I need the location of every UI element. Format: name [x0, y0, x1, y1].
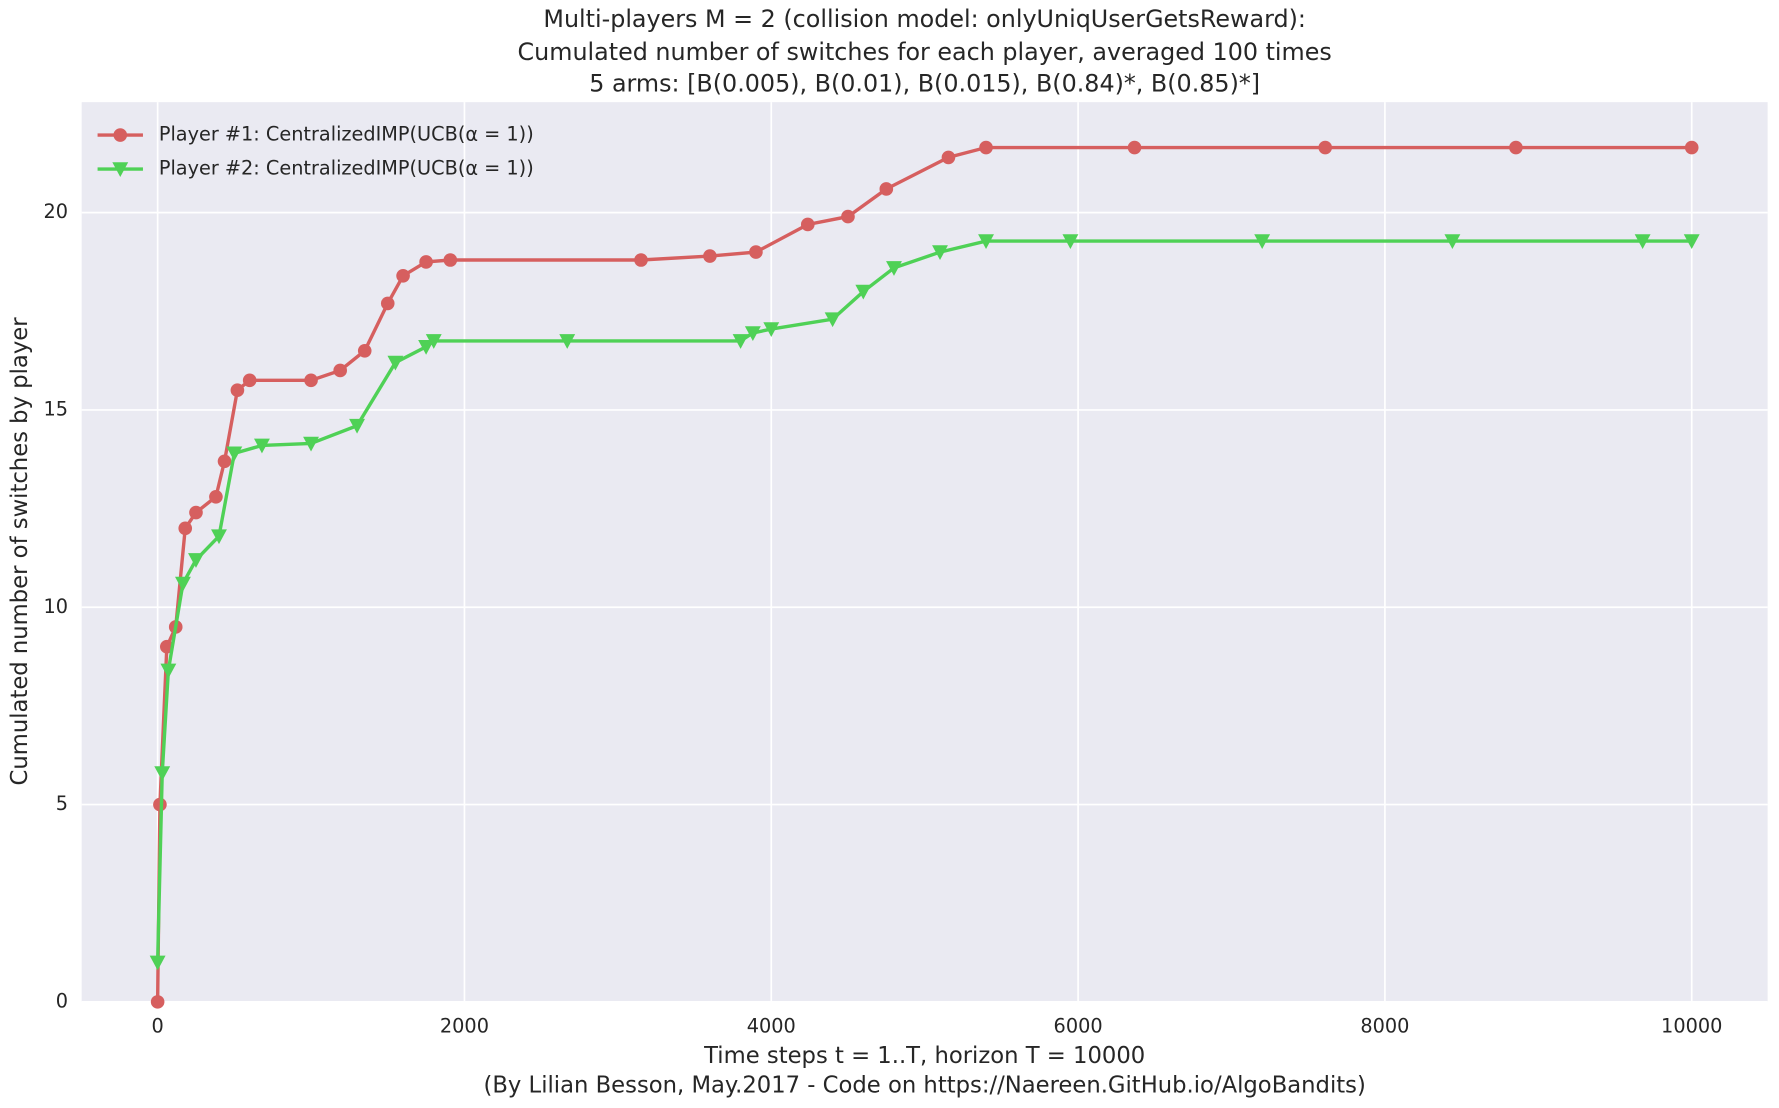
marker — [211, 529, 227, 545]
marker — [1127, 140, 1142, 155]
marker — [886, 261, 902, 276]
marker — [112, 162, 129, 178]
marker — [349, 418, 365, 434]
marker — [443, 253, 458, 267]
title-line: 5 arms: [B(0.005), B(0.01), B(0.015), B(… — [589, 70, 1260, 98]
marker — [979, 140, 993, 155]
marker — [1683, 234, 1700, 250]
marker — [1062, 234, 1079, 250]
x-tick-label: 4000 — [747, 1014, 796, 1037]
marker — [418, 340, 435, 355]
marker — [932, 245, 948, 261]
marker — [1684, 140, 1699, 155]
y-tick-label: 20 — [44, 200, 69, 223]
x-axis-label: Time steps t = 1..T, horizon T = 10000 — [703, 1043, 1145, 1069]
y-tick-label: 5 — [56, 792, 68, 815]
marker — [559, 334, 576, 349]
marker — [149, 955, 166, 971]
title-line: Cumulated number of switches for each pl… — [518, 38, 1332, 66]
legend-label: Player #1: CentralizedIMP(UCB(α = 1)) — [159, 123, 534, 146]
x-tick-label: 6000 — [1054, 1014, 1103, 1037]
title-line: Multi-players M = 2 (collision model: on… — [543, 5, 1306, 33]
marker — [178, 521, 193, 536]
plot-area — [81, 102, 1768, 1002]
y-tick-label: 0 — [56, 989, 68, 1012]
marker — [1318, 140, 1333, 155]
marker — [941, 150, 956, 165]
marker — [150, 995, 165, 1009]
y-axis-label: Cumulated number of switches by player — [7, 317, 33, 786]
marker — [824, 312, 841, 328]
marker — [242, 373, 257, 388]
marker — [217, 454, 232, 469]
marker — [634, 253, 648, 267]
marker — [387, 355, 404, 371]
marker — [230, 383, 245, 398]
marker — [333, 363, 347, 378]
marker — [174, 576, 191, 592]
marker — [113, 128, 128, 142]
marker — [303, 436, 319, 452]
marker — [855, 284, 872, 300]
x-tick-label: 10000 — [1661, 1014, 1722, 1037]
marker — [380, 296, 395, 311]
y-tick-label: 10 — [44, 595, 69, 618]
marker — [744, 326, 761, 341]
marker — [732, 334, 749, 349]
marker — [154, 766, 171, 781]
marker — [189, 505, 203, 520]
marker — [1444, 234, 1461, 250]
x-tick-label: 8000 — [1360, 1014, 1409, 1037]
marker — [978, 234, 994, 250]
marker — [703, 249, 717, 263]
marker — [419, 255, 433, 269]
caption: (By Lilian Besson, May.2017 - Code on ht… — [484, 1072, 1366, 1098]
marker — [304, 373, 318, 388]
x-tick-label: 0 — [151, 1014, 163, 1037]
marker — [879, 182, 894, 196]
legend-label: Player #2: CentralizedIMP(UCB(α = 1)) — [159, 157, 534, 180]
marker — [160, 663, 177, 679]
marker — [396, 268, 410, 283]
marker — [800, 217, 815, 232]
marker — [841, 209, 855, 224]
series — [149, 234, 1700, 971]
marker — [425, 334, 442, 349]
marker — [209, 489, 223, 504]
marker — [188, 553, 204, 568]
marker — [763, 322, 780, 338]
y-tick-label: 15 — [44, 397, 69, 420]
marker — [1254, 234, 1271, 250]
marker — [357, 343, 372, 358]
marker — [254, 438, 270, 454]
x-tick-label: 2000 — [440, 1014, 489, 1037]
marker — [749, 245, 763, 259]
marker — [226, 446, 243, 462]
marker — [1634, 234, 1651, 250]
marker — [1509, 140, 1523, 155]
